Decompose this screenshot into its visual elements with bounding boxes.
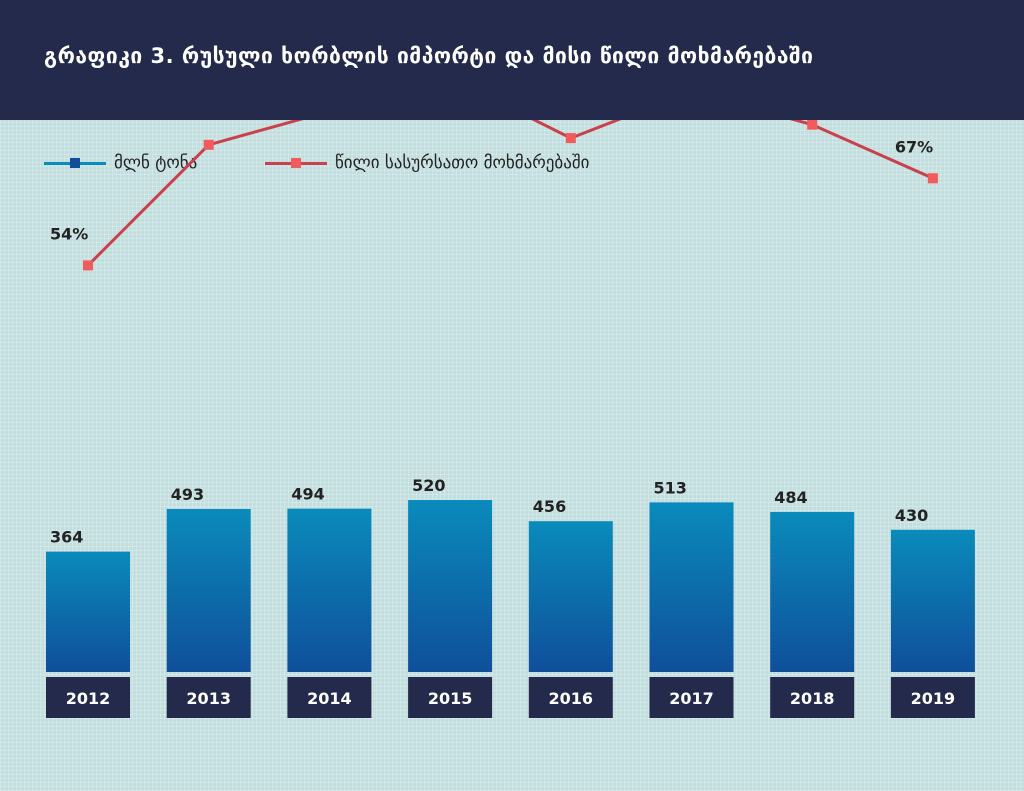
legend-label-bars: მლნ ტონა (114, 153, 198, 173)
legend-bar-swatch-icon (44, 150, 106, 176)
line-value-label: 72% (171, 120, 209, 123)
year-box (166, 677, 251, 718)
year-box (528, 677, 613, 718)
legend-item-bars: მლნ ტონა (44, 150, 197, 176)
year-box (649, 677, 734, 718)
chart-canvas: 364 493 494 520 456 513 484 430 2012 2013 2014 201… (46, 120, 975, 718)
bar-value-label: 364 (50, 528, 83, 547)
share-line (86, 120, 934, 267)
year-box (46, 677, 130, 718)
legend-label-line: წილი სასურსათო მოხმარებაში (335, 153, 590, 173)
x-tick-label: 2019 (911, 689, 956, 708)
bar-value-label: 430 (895, 506, 928, 525)
line-point (83, 260, 93, 271)
bar-value-label: 494 (291, 485, 324, 504)
bar-value-label: 493 (171, 485, 204, 504)
bar-2016 (528, 521, 613, 672)
line-point (565, 133, 576, 144)
bar-2012 (46, 551, 130, 672)
bar-2018 (770, 511, 855, 672)
x-tick-label: 2012 (66, 689, 111, 708)
x-tick-label: 2014 (307, 689, 352, 708)
x-tick-label: 2018 (790, 689, 835, 708)
header-bar: გრაფიკი 3. რუსული ხორბლის იმპორტი და მის… (0, 0, 1024, 120)
x-tick-label: 2016 (549, 689, 594, 708)
bar-value-label: 520 (412, 476, 445, 495)
bar-value-label: 513 (654, 478, 687, 497)
chart-title: გრაფიკი 3. რუსული ხორბლის იმპორტი და მის… (44, 44, 814, 68)
x-tick-label: 2015 (428, 689, 473, 708)
line-point (807, 120, 818, 130)
bar-value-label: 484 (774, 488, 807, 507)
line-point (927, 173, 938, 184)
bar-2017 (649, 502, 734, 672)
year-box (287, 677, 372, 718)
bar-2015 (408, 500, 493, 672)
legend-line-swatch-icon (265, 150, 327, 176)
line-point (203, 139, 214, 150)
x-tick-label: 2017 (669, 689, 714, 708)
bar-2013 (166, 508, 251, 672)
year-box (408, 677, 493, 718)
bar-2019 (890, 529, 975, 672)
bar-value-label: 456 (533, 497, 566, 516)
year-box (890, 677, 975, 718)
bar-2014 (287, 508, 372, 672)
year-box (770, 677, 855, 718)
x-tick-label: 2013 (186, 689, 231, 708)
line-value-label: 54% (50, 224, 88, 243)
line-value-label: 67% (895, 137, 933, 156)
legend-item-line: წილი სასურსათო მოხმარებაში (265, 150, 589, 176)
